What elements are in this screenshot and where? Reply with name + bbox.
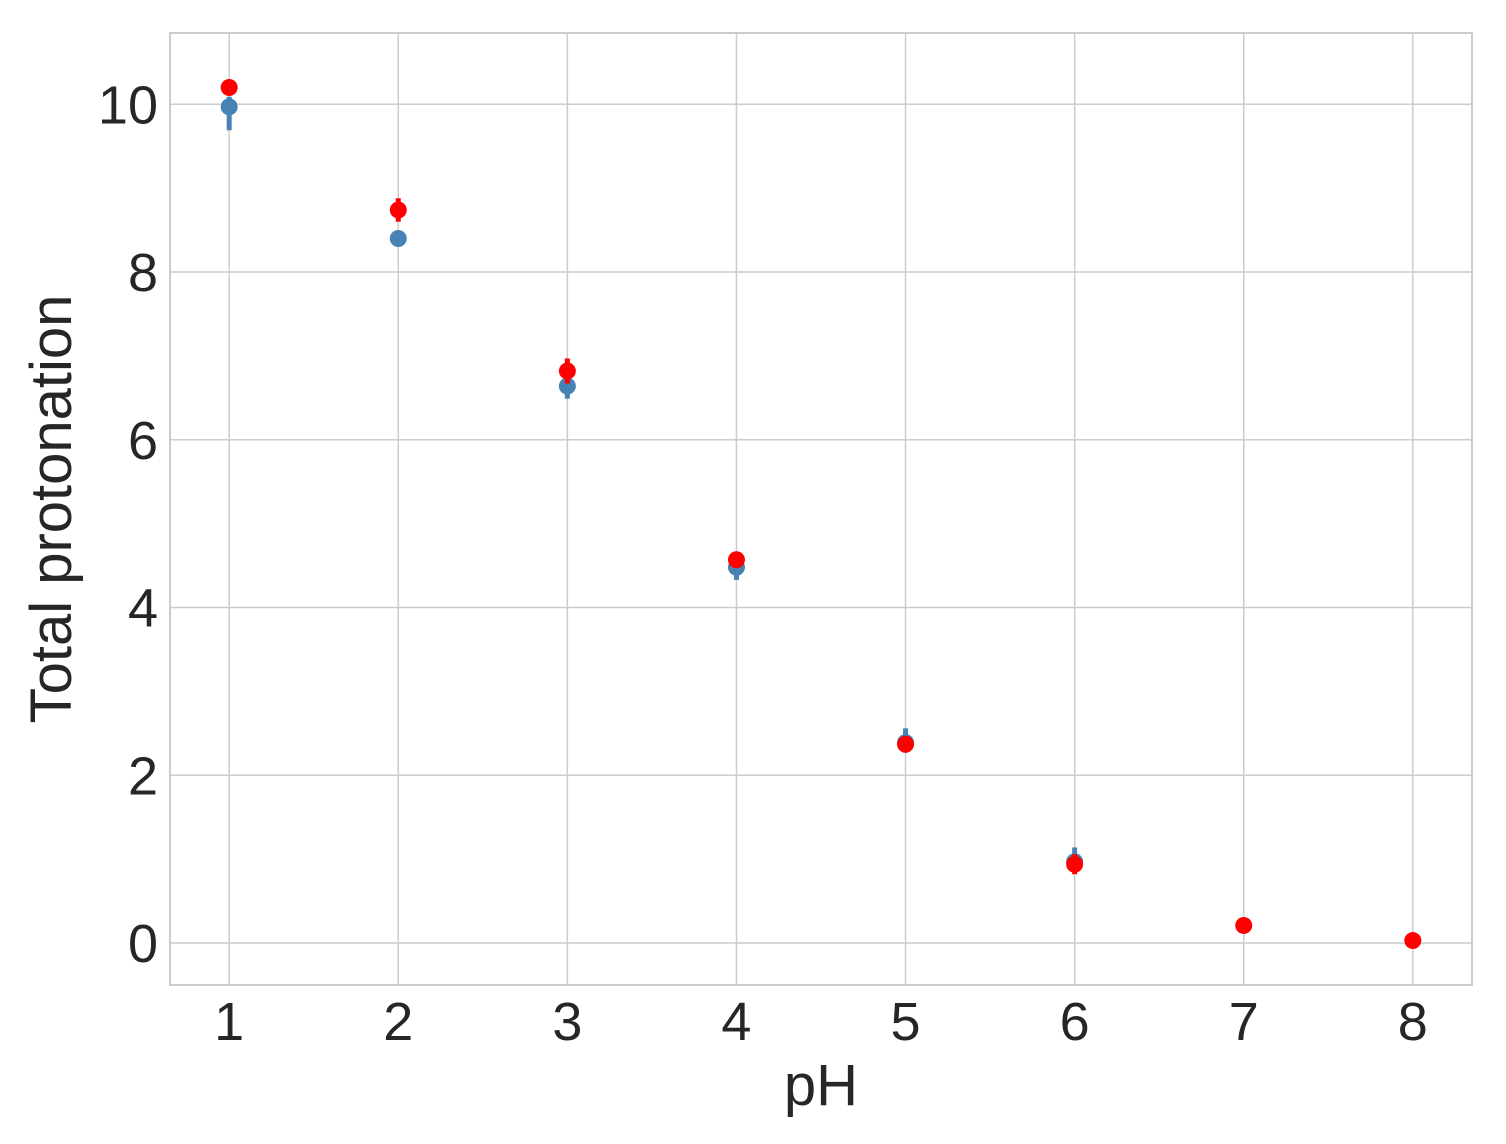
grid [170,33,1472,985]
y-tick-label: 8 [128,243,158,303]
y-tick-label: 6 [128,411,158,471]
tick-labels: 1 2 3 4 5 6 7 8 0 2 4 6 8 10 [98,75,1428,1052]
x-tick-label: 7 [1229,992,1259,1052]
data-point [389,229,407,247]
data-point [1404,932,1422,950]
x-tick-label: 5 [891,992,921,1052]
y-tick-label: 0 [128,914,158,974]
data-point [220,79,238,97]
data-point [727,551,745,569]
data-point [558,377,576,395]
x-tick-label: 1 [214,992,244,1052]
data-marks [220,79,1422,950]
y-axis-title: Total protonation [19,295,84,724]
y-tick-label: 10 [98,75,158,135]
x-tick-label: 8 [1398,992,1428,1052]
series-1 [220,79,1422,950]
data-point [558,362,576,380]
x-tick-label: 6 [1060,992,1090,1052]
data-point [220,98,238,116]
x-axis-title: pH [784,1053,858,1118]
y-tick-label: 2 [128,746,158,806]
y-tick-label: 4 [128,579,158,639]
x-tick-label: 2 [383,992,413,1052]
x-tick-label: 4 [721,992,751,1052]
data-point [1066,855,1084,873]
x-tick-label: 3 [552,992,582,1052]
data-point [897,735,915,753]
plot-frame [169,32,1473,986]
plot-background [170,33,1472,985]
data-point [389,201,407,219]
data-point [1235,916,1253,934]
